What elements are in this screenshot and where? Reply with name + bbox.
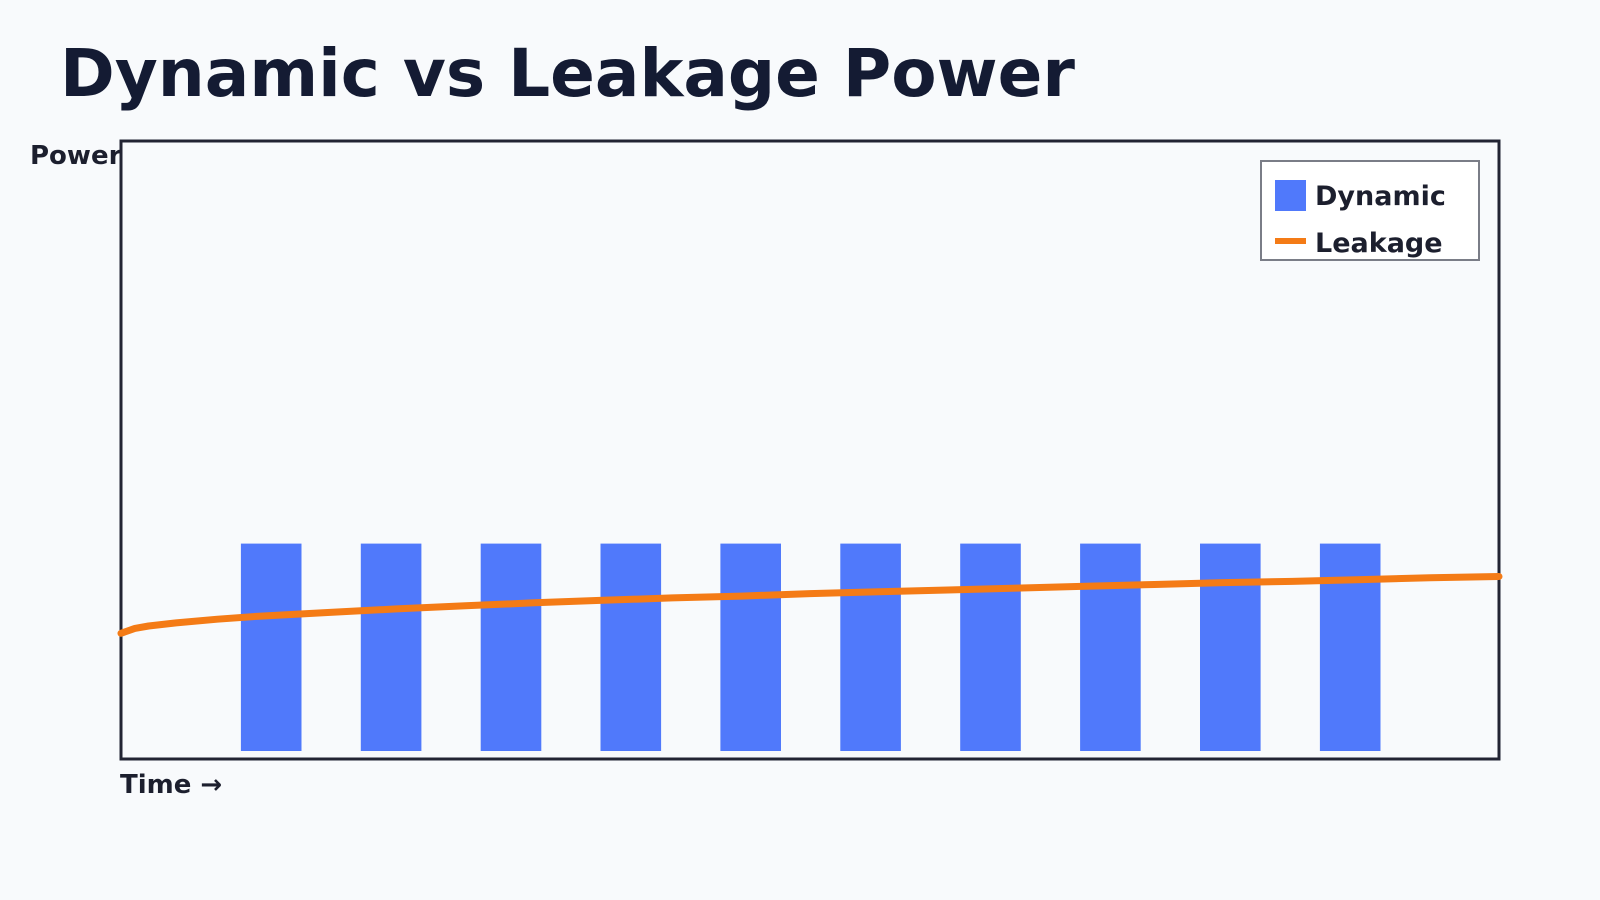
leakage-line — [117, 573, 1503, 637]
chart-title: Dynamic vs Leakage Power — [60, 35, 1075, 112]
dynamic-bar — [600, 543, 662, 751]
legend: Dynamic Leakage — [1260, 160, 1480, 261]
dynamic-bar — [720, 543, 781, 751]
dynamic-bar — [1200, 543, 1261, 751]
dynamic-bar — [360, 543, 422, 751]
dynamic-bar — [1080, 543, 1141, 751]
x-axis-label: Time → — [120, 770, 223, 800]
dynamic-bar — [1319, 543, 1381, 751]
dynamic-bars — [240, 543, 1381, 751]
dynamic-bar — [480, 543, 542, 751]
y-axis-label: Power — [30, 141, 122, 171]
legend-leakage-label: Leakage — [1315, 228, 1443, 259]
dynamic-bar — [960, 543, 1021, 751]
legend-dynamic-label: Dynamic — [1315, 181, 1446, 212]
dynamic-bar — [240, 543, 302, 751]
plot-frame — [119, 139, 1501, 761]
dynamic-bar — [840, 543, 901, 751]
legend-dynamic-swatch — [1275, 180, 1306, 211]
